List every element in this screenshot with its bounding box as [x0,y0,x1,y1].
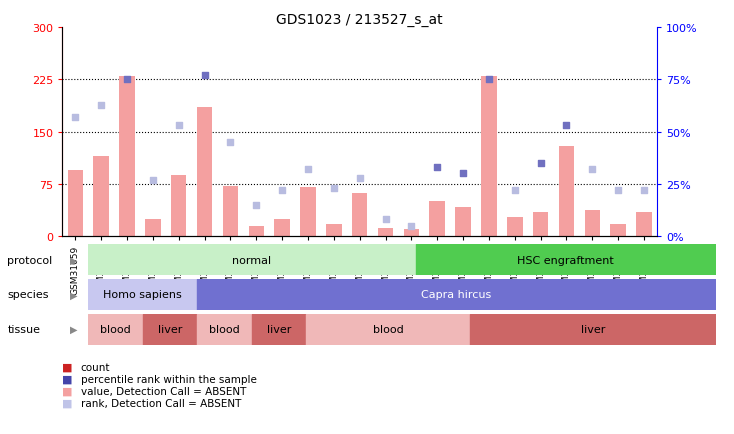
Point [121,77,133,84]
Bar [507,217,523,237]
Text: blood: blood [373,325,404,334]
Bar [533,212,548,237]
Text: ■: ■ [62,398,73,408]
Title: GDS1023 / 213527_s_at: GDS1023 / 213527_s_at [276,13,443,27]
Bar [88,279,197,310]
Text: Capra hircus: Capra hircus [421,290,492,299]
Text: rank, Detection Call = ABSENT: rank, Detection Call = ABSENT [81,398,241,408]
Text: value, Detection Call = ABSENT: value, Detection Call = ABSENT [81,386,246,396]
Bar [470,314,716,345]
Bar [93,157,109,237]
Bar [404,230,419,237]
Bar [378,228,393,237]
Bar [197,108,212,237]
Bar [249,226,264,237]
Point [535,160,547,167]
Text: ▶: ▶ [70,290,77,299]
Bar [482,77,497,237]
Bar [119,77,135,237]
Text: liver: liver [581,325,605,334]
Bar [275,219,290,237]
Text: percentile rank within the sample: percentile rank within the sample [81,374,257,384]
Bar [171,175,186,237]
Bar [197,314,252,345]
Bar [429,202,445,237]
Point [405,223,417,230]
Text: liver: liver [158,325,182,334]
Bar [352,194,368,237]
Point [70,114,81,121]
Text: blood: blood [209,325,240,334]
Point [638,187,650,194]
Point [225,139,236,146]
Bar [88,314,142,345]
Text: normal: normal [232,255,272,265]
Point [172,123,184,130]
Point [147,177,159,184]
Point [302,166,314,173]
Point [276,187,288,194]
Bar [559,146,574,237]
Text: ■: ■ [62,362,73,372]
Bar [326,224,341,237]
Point [432,164,443,171]
Bar [415,244,716,276]
Bar [300,188,316,237]
Text: HSC engraftment: HSC engraftment [517,255,614,265]
Bar [145,219,161,237]
Bar [252,314,306,345]
Text: ▶: ▶ [70,325,77,334]
Point [586,166,598,173]
Text: species: species [7,290,49,299]
Text: ■: ■ [62,386,73,396]
Point [483,77,495,84]
Point [354,175,366,182]
Text: ▶: ▶ [70,255,77,265]
Bar [142,314,197,345]
Text: count: count [81,362,110,372]
Bar [636,212,652,237]
Bar [306,314,470,345]
Text: ■: ■ [62,374,73,384]
Bar [584,210,600,237]
Point [95,102,107,109]
Text: tissue: tissue [7,325,40,334]
Bar [197,279,716,310]
Text: protocol: protocol [7,255,53,265]
Text: Homo sapiens: Homo sapiens [103,290,182,299]
Text: liver: liver [267,325,291,334]
Point [250,202,262,209]
Bar [68,171,83,237]
Text: blood: blood [100,325,131,334]
Point [199,72,211,79]
Point [561,123,573,130]
Point [612,187,624,194]
Bar [88,244,415,276]
Bar [611,224,626,237]
Point [379,217,391,224]
Bar [222,187,238,237]
Point [328,185,340,192]
Point [509,187,520,194]
Point [457,171,469,178]
Bar [455,207,470,237]
